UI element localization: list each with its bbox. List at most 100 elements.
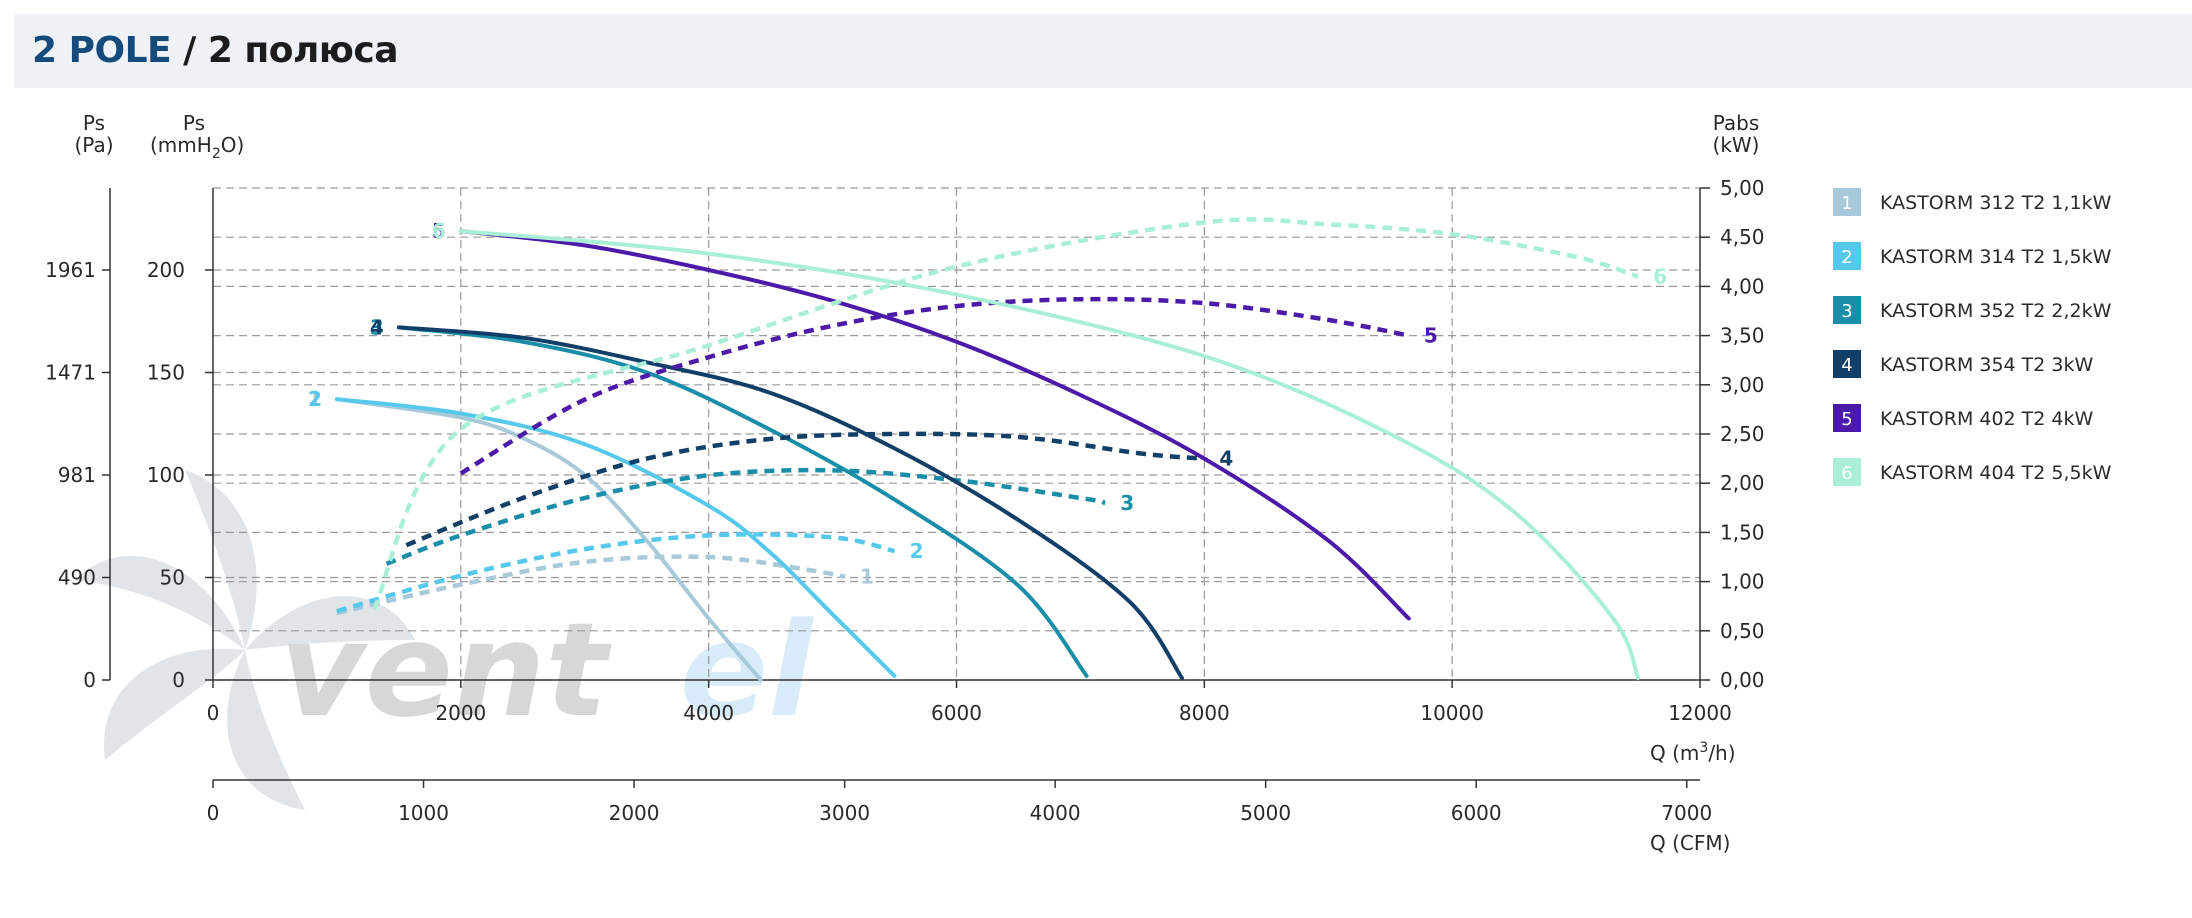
y-tick-label-kw: 0,00 xyxy=(1720,668,1765,692)
y-tick-label-kw: 2,00 xyxy=(1720,471,1765,495)
title-main: 2 POLE xyxy=(32,30,172,71)
legend-label-2: KASTORM 314 T2 1,5kW xyxy=(1880,246,2112,268)
y-tick-label-kw: 3,00 xyxy=(1720,373,1765,397)
power-curve-6 xyxy=(372,217,1639,611)
legend-swatch-6 xyxy=(1833,458,1861,486)
legend-swatch-number-1: 1 xyxy=(1841,193,1852,214)
legend-swatch-number-4: 4 xyxy=(1841,355,1852,376)
x-tick-label-cfm: 7000 xyxy=(1661,801,1712,825)
y-tick-label-kw: 1,50 xyxy=(1720,520,1765,544)
pressure-curve-label-4: 4 xyxy=(370,315,384,339)
x-tick-label-cfm: 3000 xyxy=(819,801,870,825)
x-tick-label-q: 8000 xyxy=(1179,701,1230,725)
pressure-curve-label-2: 2 xyxy=(308,387,322,411)
pressure-curve-6 xyxy=(458,229,1640,680)
x-tick-label-cfm: 4000 xyxy=(1030,801,1081,825)
legend-swatch-number-5: 5 xyxy=(1841,409,1852,430)
x-tick-label-q: 2000 xyxy=(435,701,486,725)
page-title: 2 POLE / 2 полюса xyxy=(32,30,399,71)
pressure-curve-4 xyxy=(396,325,1184,680)
power-curve-label-1: 1 xyxy=(860,565,874,589)
y-tick-label-mm: 200 xyxy=(147,258,185,282)
watermark-text-a: vent xyxy=(280,594,612,746)
power-curve-label-5: 5 xyxy=(1424,324,1438,348)
y-axis-kw-label: Pabs xyxy=(1713,111,1760,135)
y-axis-mm-unit: (mmH2O) xyxy=(150,133,244,162)
axes: 196114719814900Ps(Pa)200150100500Ps(mmH2… xyxy=(45,111,1764,855)
legend-label-6: KASTORM 404 T2 5,5kW xyxy=(1880,462,2112,484)
x-tick-label-q: 6000 xyxy=(931,701,982,725)
legend-swatch-number-2: 2 xyxy=(1841,247,1852,268)
power-curve-label-4: 4 xyxy=(1219,447,1233,471)
power-curve-label-6: 6 xyxy=(1653,265,1667,289)
power-curve-label-3: 3 xyxy=(1120,491,1134,515)
y-tick-label-kw: 3,50 xyxy=(1720,324,1765,348)
legend-label-3: KASTORM 352 T2 2,2kW xyxy=(1880,300,2112,322)
x-tick-label-q: 4000 xyxy=(683,701,734,725)
y-tick-label-kw: 4,50 xyxy=(1720,225,1765,249)
legend-label-4: KASTORM 354 T2 3kW xyxy=(1880,354,2094,376)
y-axis-pa-label: Ps xyxy=(83,111,105,135)
y-tick-label-kw: 4,00 xyxy=(1720,274,1765,298)
legend-swatch-4 xyxy=(1833,350,1861,378)
x-tick-label-cfm: 5000 xyxy=(1240,801,1291,825)
power-curve-5 xyxy=(459,296,1410,476)
y-tick-label-pa: 490 xyxy=(58,566,96,590)
x-tick-label-q: 12000 xyxy=(1668,701,1732,725)
y-axis-pa-unit: (Pa) xyxy=(74,133,113,157)
watermark-text-b: el xyxy=(680,594,815,746)
legend-swatch-1 xyxy=(1833,188,1861,216)
power-curve-label-2: 2 xyxy=(910,539,924,563)
x-tick-label-cfm: 0 xyxy=(207,801,220,825)
y-axis-kw-unit: (kW) xyxy=(1713,133,1760,157)
power-curve-3 xyxy=(385,467,1106,566)
y-tick-label-mm: 150 xyxy=(147,361,185,385)
x-tick-label-cfm: 1000 xyxy=(398,801,449,825)
pressure-curve-label-1: 1 xyxy=(308,387,322,411)
power-curve-4 xyxy=(405,431,1205,548)
watermark: vent el xyxy=(75,470,815,810)
y-tick-label-pa: 0 xyxy=(83,668,96,692)
y-tick-label-mm: 50 xyxy=(160,566,185,590)
x-axis-cfm-label: Q (CFM) xyxy=(1650,831,1730,855)
legend-swatch-number-3: 3 xyxy=(1841,301,1852,322)
legend-swatch-2 xyxy=(1833,242,1861,270)
pressure-curve-label-5: 5 xyxy=(432,219,446,243)
title-bar: 2 POLE / 2 полюса xyxy=(14,14,2192,88)
pressure-curve-label-3: 3 xyxy=(370,315,384,339)
y-axis-mm-label: Ps xyxy=(183,111,205,135)
pressure-curve-label-6: 6 xyxy=(432,219,446,243)
y-tick-label-kw: 0,50 xyxy=(1720,619,1765,643)
y-tick-label-pa: 1961 xyxy=(45,258,96,282)
y-tick-label-mm: 0 xyxy=(172,668,185,692)
title-separator: / xyxy=(171,30,208,71)
y-tick-label-kw: 1,00 xyxy=(1720,570,1765,594)
y-tick-label-pa: 1471 xyxy=(45,361,96,385)
title-sub: 2 полюса xyxy=(207,30,399,71)
y-tick-label-kw: 5,00 xyxy=(1720,176,1765,200)
legend-swatch-5 xyxy=(1833,404,1861,432)
legend-swatch-number-6: 6 xyxy=(1841,463,1852,484)
power-curve-1 xyxy=(336,554,846,616)
fan-blade-icon xyxy=(75,470,415,810)
y-tick-label-kw: 2,50 xyxy=(1720,422,1765,446)
grid xyxy=(213,187,1700,680)
power-curve-2 xyxy=(336,532,896,614)
legend-label-1: KASTORM 312 T2 1,1kW xyxy=(1880,192,2112,214)
legend-label-5: KASTORM 402 T2 4kW xyxy=(1880,408,2094,430)
x-tick-label-cfm: 6000 xyxy=(1451,801,1502,825)
curves xyxy=(334,217,1640,682)
pressure-curve-5 xyxy=(458,229,1411,621)
x-tick-label-q: 10000 xyxy=(1420,701,1484,725)
pressure-curve-3 xyxy=(396,325,1089,678)
x-tick-label-q: 0 xyxy=(207,701,220,725)
x-axis-q-label: Q (m3/h) xyxy=(1650,740,1736,765)
y-tick-label-mm: 100 xyxy=(147,463,185,487)
x-tick-label-cfm: 2000 xyxy=(609,801,660,825)
pressure-curve-2 xyxy=(334,397,897,678)
legend: 1 KASTORM 312 T2 1,1kW 2 KASTORM 314 T2 1,5… xyxy=(1833,188,2112,486)
legend-swatch-3 xyxy=(1833,296,1861,324)
y-tick-label-pa: 981 xyxy=(58,463,96,487)
